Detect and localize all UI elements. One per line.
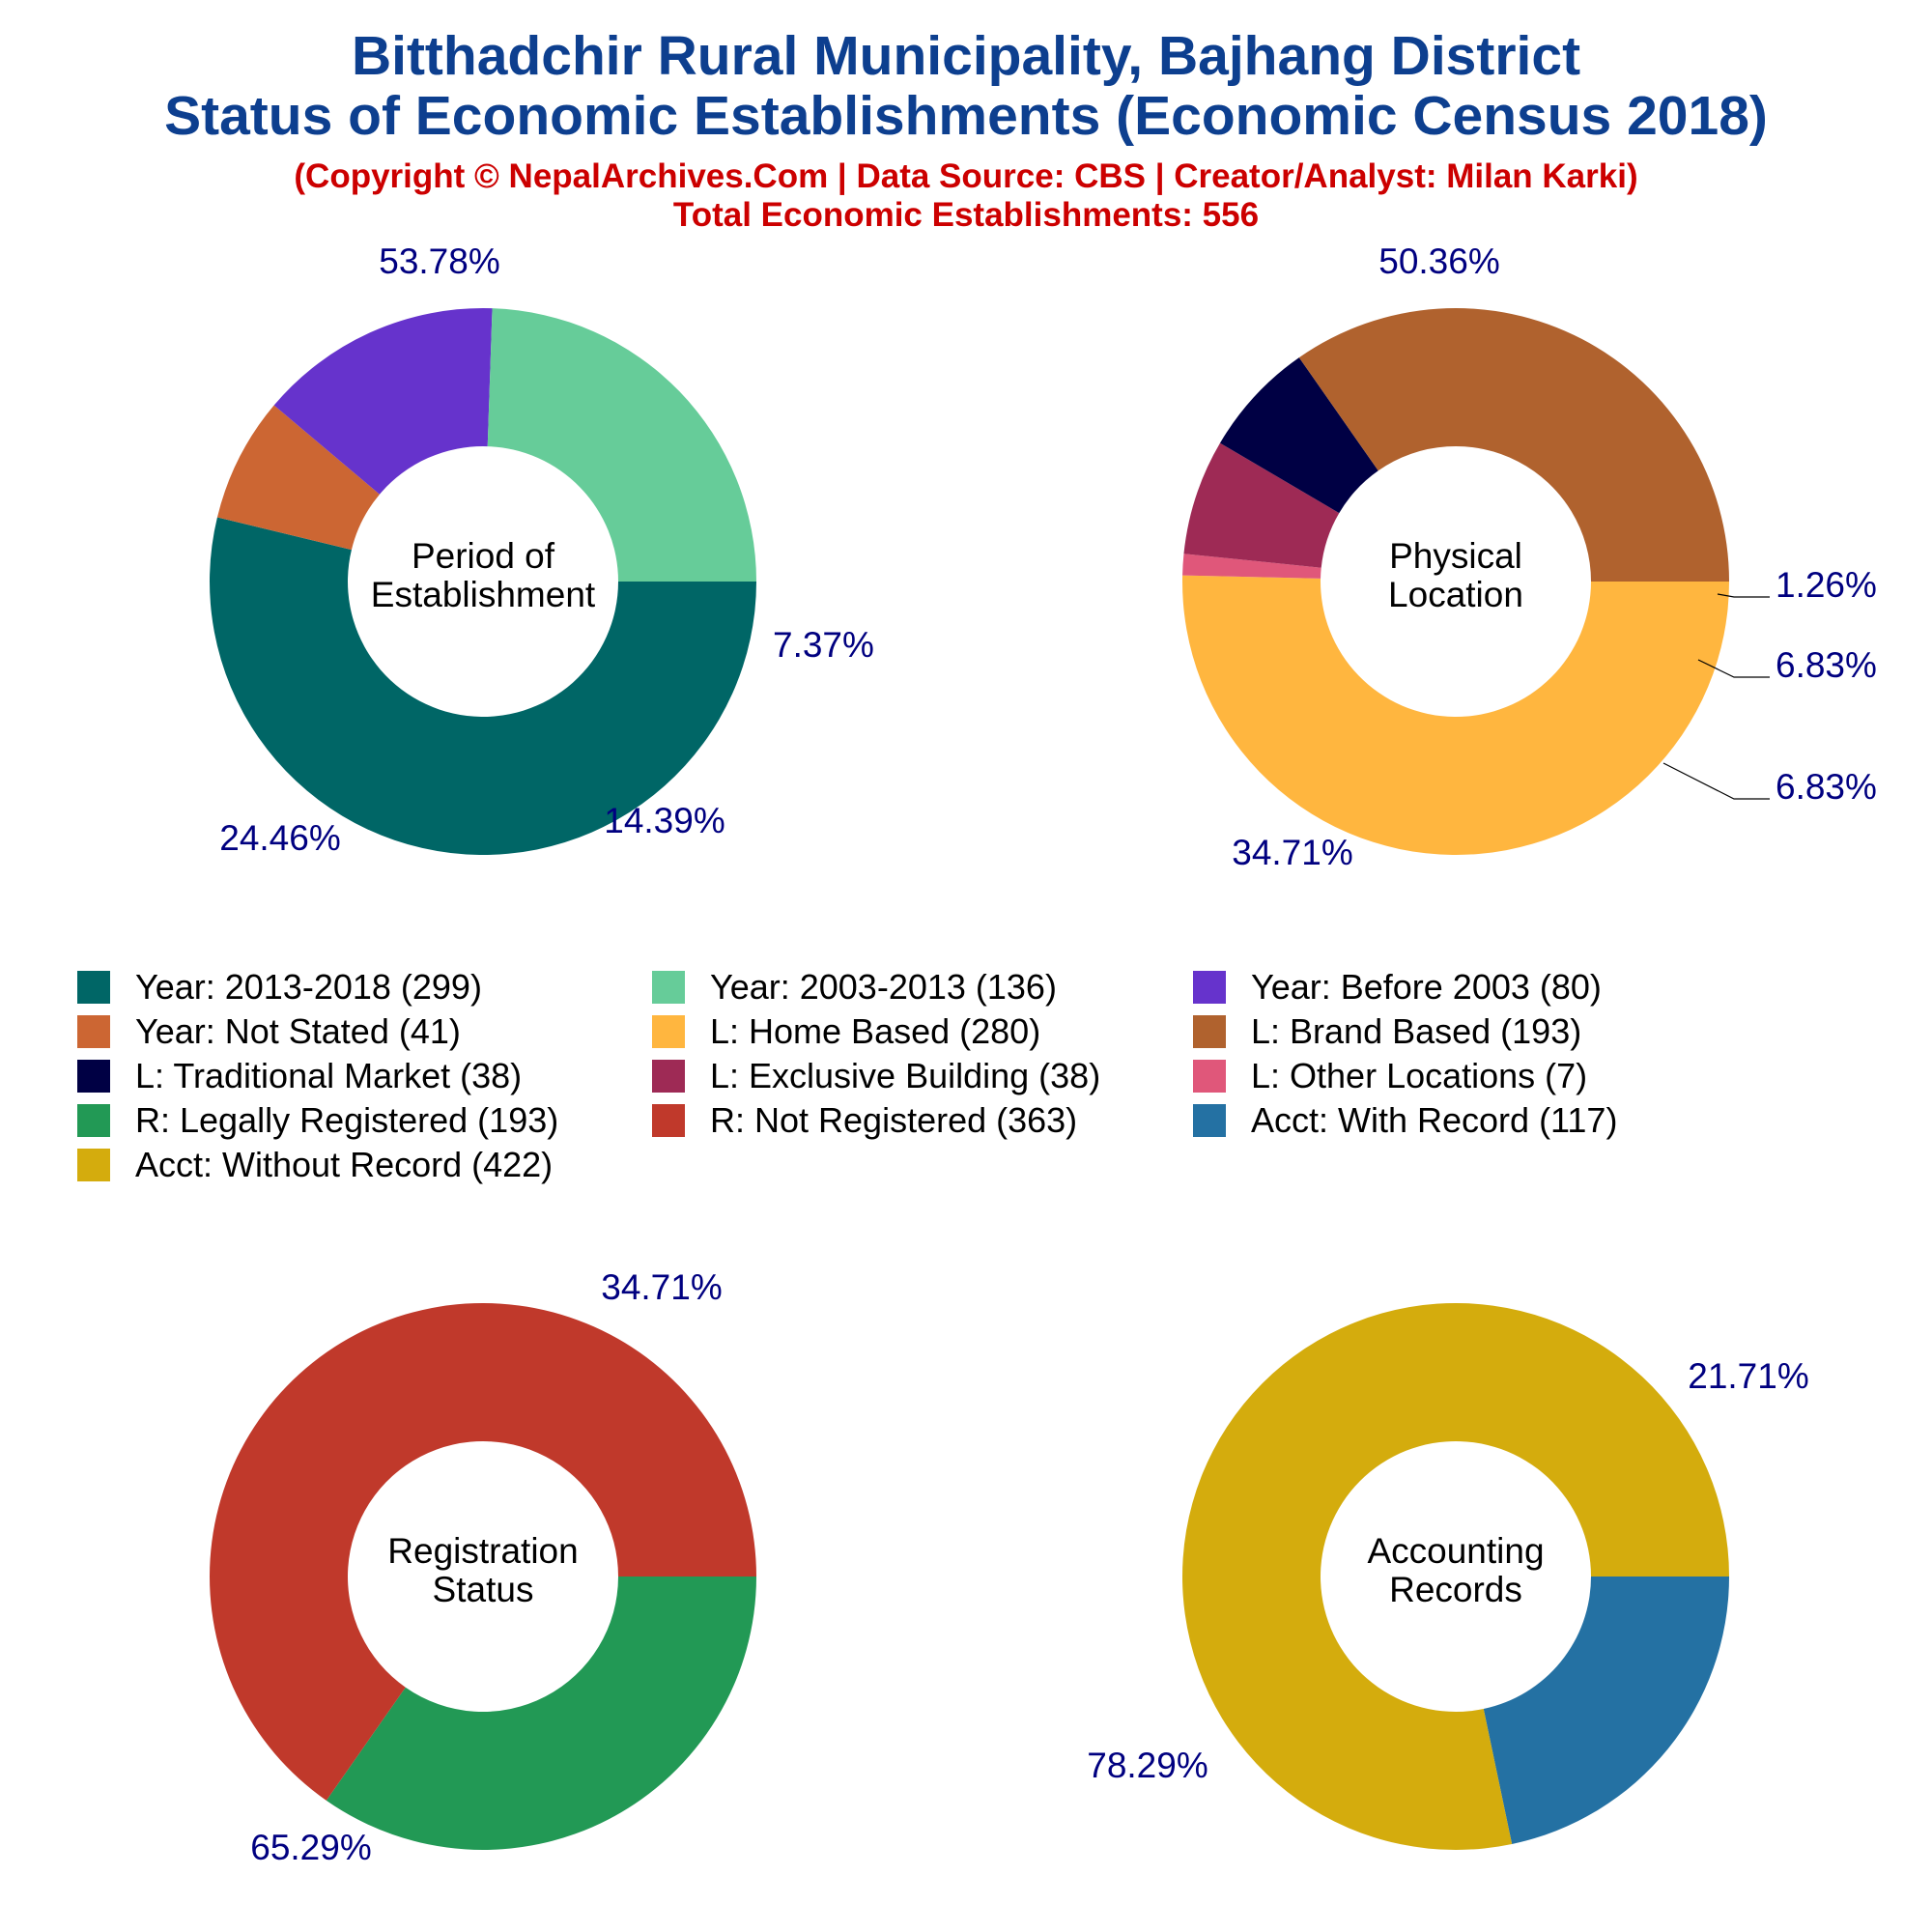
legend-swatch: [77, 1104, 110, 1137]
legend-item: L: Brand Based (193): [1193, 1010, 1581, 1053]
legend-swatch: [652, 1015, 685, 1048]
legend-item: Year: Before 2003 (80): [1193, 966, 1602, 1009]
legend-label: Year: 2013-2018 (299): [135, 967, 482, 1007]
legend-label: Year: Before 2003 (80): [1251, 967, 1602, 1007]
center-label-line: Accounting: [1367, 1531, 1544, 1571]
legend-label: Acct: With Record (117): [1251, 1100, 1618, 1140]
legend-label: R: Legally Registered (193): [135, 1100, 559, 1140]
legend-swatch: [1193, 1060, 1226, 1093]
chart-title-line1: Bitthadchir Rural Municipality, Bajhang …: [351, 25, 1581, 87]
center-label-line: Establishment: [371, 575, 596, 614]
percent-label-l-other-locations: 1.26%: [1776, 565, 1877, 605]
legend-item: Acct: Without Record (422): [77, 1144, 553, 1186]
slice-r-not-registered: [210, 1302, 757, 1801]
legend-swatch: [652, 1060, 685, 1093]
leader-line-l-other-locations: [1717, 593, 1770, 598]
legend-swatch: [652, 971, 685, 1004]
legend-swatch: [77, 1060, 110, 1093]
slice-l-exclusive-building: [1183, 442, 1340, 568]
legend-label: L: Brand Based (193): [1251, 1011, 1582, 1051]
slice-year-2013-2018: [209, 517, 756, 856]
percent-label-acct-with-record: 21.71%: [1688, 1356, 1809, 1396]
center-label-line: Location: [1388, 575, 1523, 614]
leader-line-l-exclusive-building: [1697, 659, 1770, 678]
legend-item: Year: Not Stated (41): [77, 1010, 461, 1053]
legend-item: Acct: With Record (117): [1193, 1099, 1617, 1142]
legend-swatch: [652, 1104, 685, 1137]
slice-l-traditional-market: [1219, 357, 1378, 514]
legend-item: Year: 2013-2018 (299): [77, 966, 482, 1009]
percent-label-l-home-based: 50.36%: [1378, 242, 1500, 281]
slice-acct-without-record: [1182, 1303, 1729, 1850]
legend-swatch: [1193, 971, 1226, 1004]
legend-label: L: Home Based (280): [710, 1011, 1041, 1051]
slice-acct-with-record: [1483, 1577, 1729, 1844]
percent-label-l-exclusive-building: 6.83%: [1776, 645, 1877, 685]
slice-year-2003-2013: [487, 308, 756, 582]
percent-label-year-before-2003: 14.39%: [604, 801, 725, 840]
legend-item: Year: 2003-2013 (136): [652, 966, 1057, 1009]
center-label-line: Period of: [412, 536, 555, 576]
legend-label: Acct: Without Record (422): [135, 1145, 554, 1184]
legend-label: L: Other Locations (7): [1251, 1056, 1588, 1095]
percent-label-year-2003-2013: 24.46%: [219, 818, 341, 858]
slice-year-not-stated: [216, 405, 380, 551]
slice-l-brand-based: [1298, 308, 1729, 582]
legend-label: Year: Not Stated (41): [135, 1011, 461, 1051]
center-label-line: Status: [433, 1570, 534, 1609]
percent-label-r-not-registered: 65.29%: [250, 1828, 372, 1867]
legend-swatch: [77, 1149, 110, 1181]
slice-year-before-2003: [273, 308, 493, 495]
legend-item: R: Legally Registered (193): [77, 1099, 558, 1142]
total-establishments-subtitle: Total Economic Establishments: 556: [672, 196, 1260, 234]
leader-line-l-traditional-market: [1662, 762, 1770, 800]
copyright-subtitle: (Copyright © NepalArchives.Com | Data So…: [294, 157, 1638, 195]
center-label-line: Physical: [1389, 536, 1522, 576]
percent-label-year-not-stated: 7.37%: [773, 625, 874, 665]
percent-label-l-brand-based: 34.71%: [1232, 833, 1353, 872]
legend-label: L: Traditional Market (38): [135, 1056, 523, 1095]
legend-label: L: Exclusive Building (38): [710, 1056, 1101, 1095]
legend-swatch: [1193, 1104, 1226, 1137]
chart-title-line2: Status of Economic Establishments (Econo…: [164, 85, 1768, 147]
legend-label: R: Not Registered (363): [710, 1100, 1078, 1140]
slice-l-other-locations: [1182, 554, 1321, 579]
percent-label-acct-without-record: 78.29%: [1087, 1746, 1208, 1785]
legend-item: R: Not Registered (363): [652, 1099, 1077, 1142]
legend-item: L: Other Locations (7): [1193, 1055, 1587, 1097]
legend-item: L: Home Based (280): [652, 1010, 1040, 1053]
legend-item: L: Exclusive Building (38): [652, 1055, 1100, 1097]
percent-label-l-traditional-market: 6.83%: [1776, 767, 1877, 807]
legend-label: Year: 2003-2013 (136): [710, 967, 1057, 1007]
percent-label-year-2013-2018: 53.78%: [379, 242, 500, 281]
legend-swatch: [77, 971, 110, 1004]
center-label-line: Registration: [387, 1531, 578, 1571]
slice-l-home-based: [1182, 575, 1729, 855]
slice-r-legally-registered: [326, 1577, 756, 1850]
percent-label-r-legally-registered: 34.71%: [601, 1267, 723, 1307]
center-label-line: Records: [1389, 1570, 1522, 1609]
legend-swatch: [1193, 1015, 1226, 1048]
legend-swatch: [77, 1015, 110, 1048]
legend-item: L: Traditional Market (38): [77, 1055, 522, 1097]
